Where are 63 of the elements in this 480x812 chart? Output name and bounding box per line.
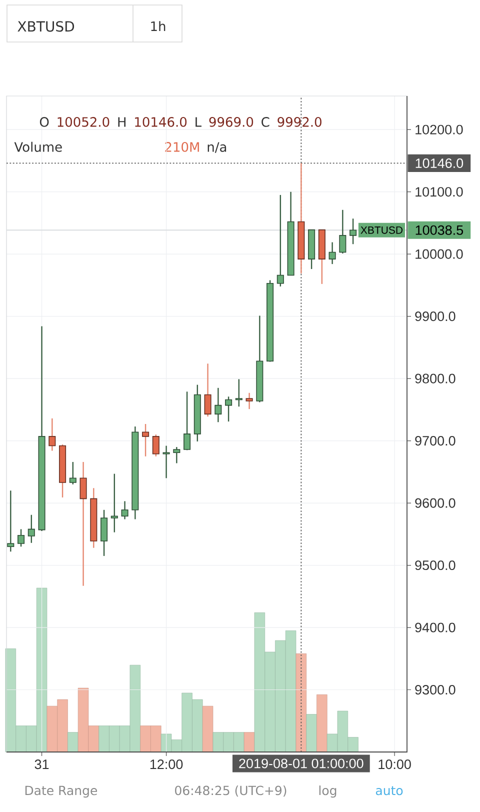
y-tick-label: 10200.0 [416, 124, 463, 134]
candlestick [173, 446, 180, 464]
y-tick-label: 10100.0 [416, 187, 463, 197]
text: Date Range [25, 786, 98, 798]
chart-subtitle: 1h [151, 21, 166, 31]
bar [316, 694, 328, 752]
candlestick [246, 392, 253, 410]
candlestick [121, 500, 128, 520]
annotation: 10052.0 [58, 117, 110, 127]
text: auto [376, 786, 403, 796]
candlestick [204, 363, 212, 418]
candlestick [339, 209, 346, 254]
candlestick [48, 418, 56, 452]
x-tick-label: 10:00 [378, 760, 411, 770]
bar [244, 732, 255, 752]
annotation: n/a [208, 142, 226, 153]
ref-line-label: 10146.0 [416, 158, 464, 168]
text: log [319, 786, 336, 798]
chart-title: Volume [14, 142, 62, 152]
bar [306, 714, 317, 752]
candlestick [328, 242, 336, 265]
ref-line-label: 2019-08-01 01:00:00 [239, 758, 364, 768]
candlestick [152, 434, 160, 457]
candlestick [225, 396, 232, 422]
bar [202, 706, 214, 752]
annotation: L [196, 117, 202, 127]
candlestick [7, 490, 14, 552]
annotation: H [118, 117, 126, 127]
annotation: 9969.0 [209, 117, 254, 127]
candlestick [235, 378, 242, 408]
candlestick [100, 509, 108, 557]
candlestick [214, 387, 222, 423]
candlestick [28, 514, 35, 544]
y-tick-label: 9300.0 [415, 684, 456, 695]
text: 06:48:25 (UTC+9) [175, 786, 286, 797]
y-tick-label: 9400.0 [415, 622, 456, 632]
candlestick [80, 461, 87, 586]
y-tick-label: 10000.0 [416, 249, 463, 259]
bar [296, 653, 307, 752]
candlestick [142, 423, 150, 457]
annotation: O [40, 117, 49, 127]
candlestick [18, 528, 25, 548]
annotation: XBTUSD [360, 226, 403, 234]
candlestick [184, 391, 191, 451]
candlestick [69, 461, 76, 485]
bar [68, 732, 78, 752]
candlestick [162, 445, 170, 479]
chart-title: XBTUSD [18, 21, 74, 32]
candlestick [350, 218, 357, 245]
x-tick-label: 31 [34, 760, 49, 770]
annotation: 10146.0 [135, 117, 187, 127]
y-tick-label: 9500.0 [415, 560, 456, 570]
y-tick-label: 9600.0 [415, 498, 456, 508]
annotation: 9992.0 [278, 117, 322, 127]
y-tick-label: 9900.0 [415, 312, 456, 322]
y-tick-label: 9800.0 [415, 374, 456, 384]
candlestick [276, 194, 284, 288]
annotation: 210M [165, 142, 199, 152]
annotation: C [262, 117, 270, 127]
candlestick [110, 473, 118, 533]
ref-line-label: 10038.5 [416, 225, 464, 235]
x-tick-label: 12:00 [150, 760, 183, 770]
y-tick-label: 9700.0 [415, 436, 456, 446]
